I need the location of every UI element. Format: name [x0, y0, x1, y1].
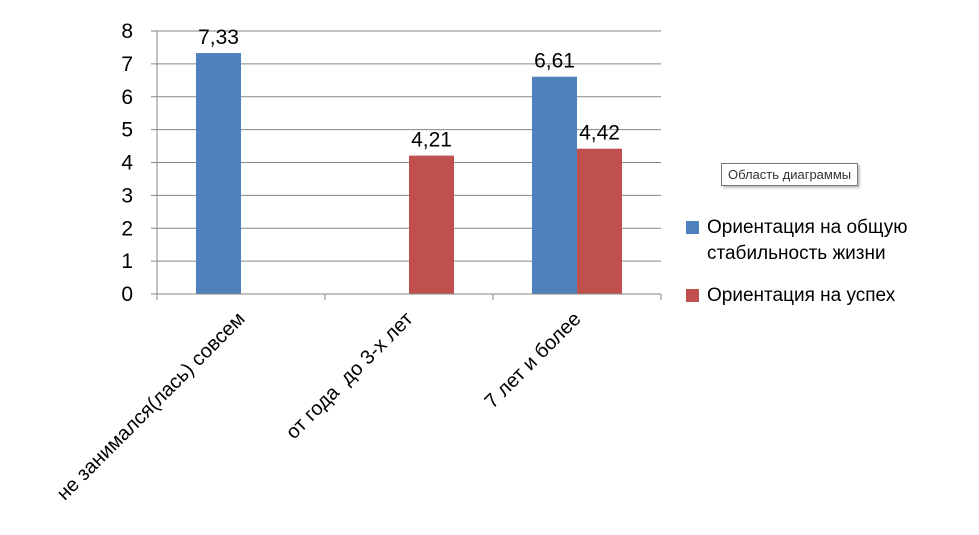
data-labels: 7,33 6,61 4,21 4,42: [198, 26, 620, 152]
y-tick-label-1: 1: [121, 250, 133, 273]
legend-item-stability: Ориентация на общую стабильность жизни: [686, 215, 976, 267]
y-tick-label-6: 6: [121, 86, 133, 109]
x-tick-labels: не занимался(лась) совсем от года до 3-х …: [53, 308, 586, 505]
bar-s1-c3: [532, 76, 577, 294]
legend-label-success: Ориентация на успех: [707, 285, 896, 306]
bar-s2-c2: [409, 155, 454, 294]
legend-label-stability: Ориентация на общую стабильность жизни: [707, 217, 908, 264]
bar-s1-c1: [196, 53, 241, 295]
data-label-s2-c3: 4,42: [579, 122, 620, 145]
data-label-s1-c3: 6,61: [534, 50, 575, 73]
bars: [196, 53, 622, 295]
y-tick-label-5: 5: [121, 119, 133, 142]
y-tick-label-7: 7: [121, 53, 133, 76]
chart-area-tooltip: Область диаграммы: [721, 163, 859, 186]
data-label-s2-c2: 4,21: [411, 129, 452, 152]
data-label-s1-c1: 7,33: [198, 26, 239, 49]
x-tick-label-1: не занимался(лась) совсем: [53, 308, 250, 505]
y-tick-labels: 0 1 2 3 4 5 6 7 8: [121, 20, 133, 306]
y-tick-label-3: 3: [121, 184, 133, 207]
legend-item-success: Ориентация на успех: [686, 283, 976, 309]
legend: Ориентация на общую стабильность жизни О…: [686, 215, 976, 325]
x-tick-label-3: 7 лет и более: [481, 308, 586, 413]
axes: [151, 30, 662, 300]
y-tick-label-4: 4: [121, 152, 133, 175]
x-tick-label-2: от года до 3-х лет: [282, 308, 418, 444]
y-tick-label-2: 2: [121, 217, 133, 240]
y-tick-label-0: 0: [121, 283, 133, 306]
legend-swatch-stability: [686, 221, 699, 234]
legend-swatch-success: [686, 289, 699, 302]
y-tick-label-8: 8: [121, 20, 133, 43]
bar-s2-c3: [577, 148, 622, 294]
